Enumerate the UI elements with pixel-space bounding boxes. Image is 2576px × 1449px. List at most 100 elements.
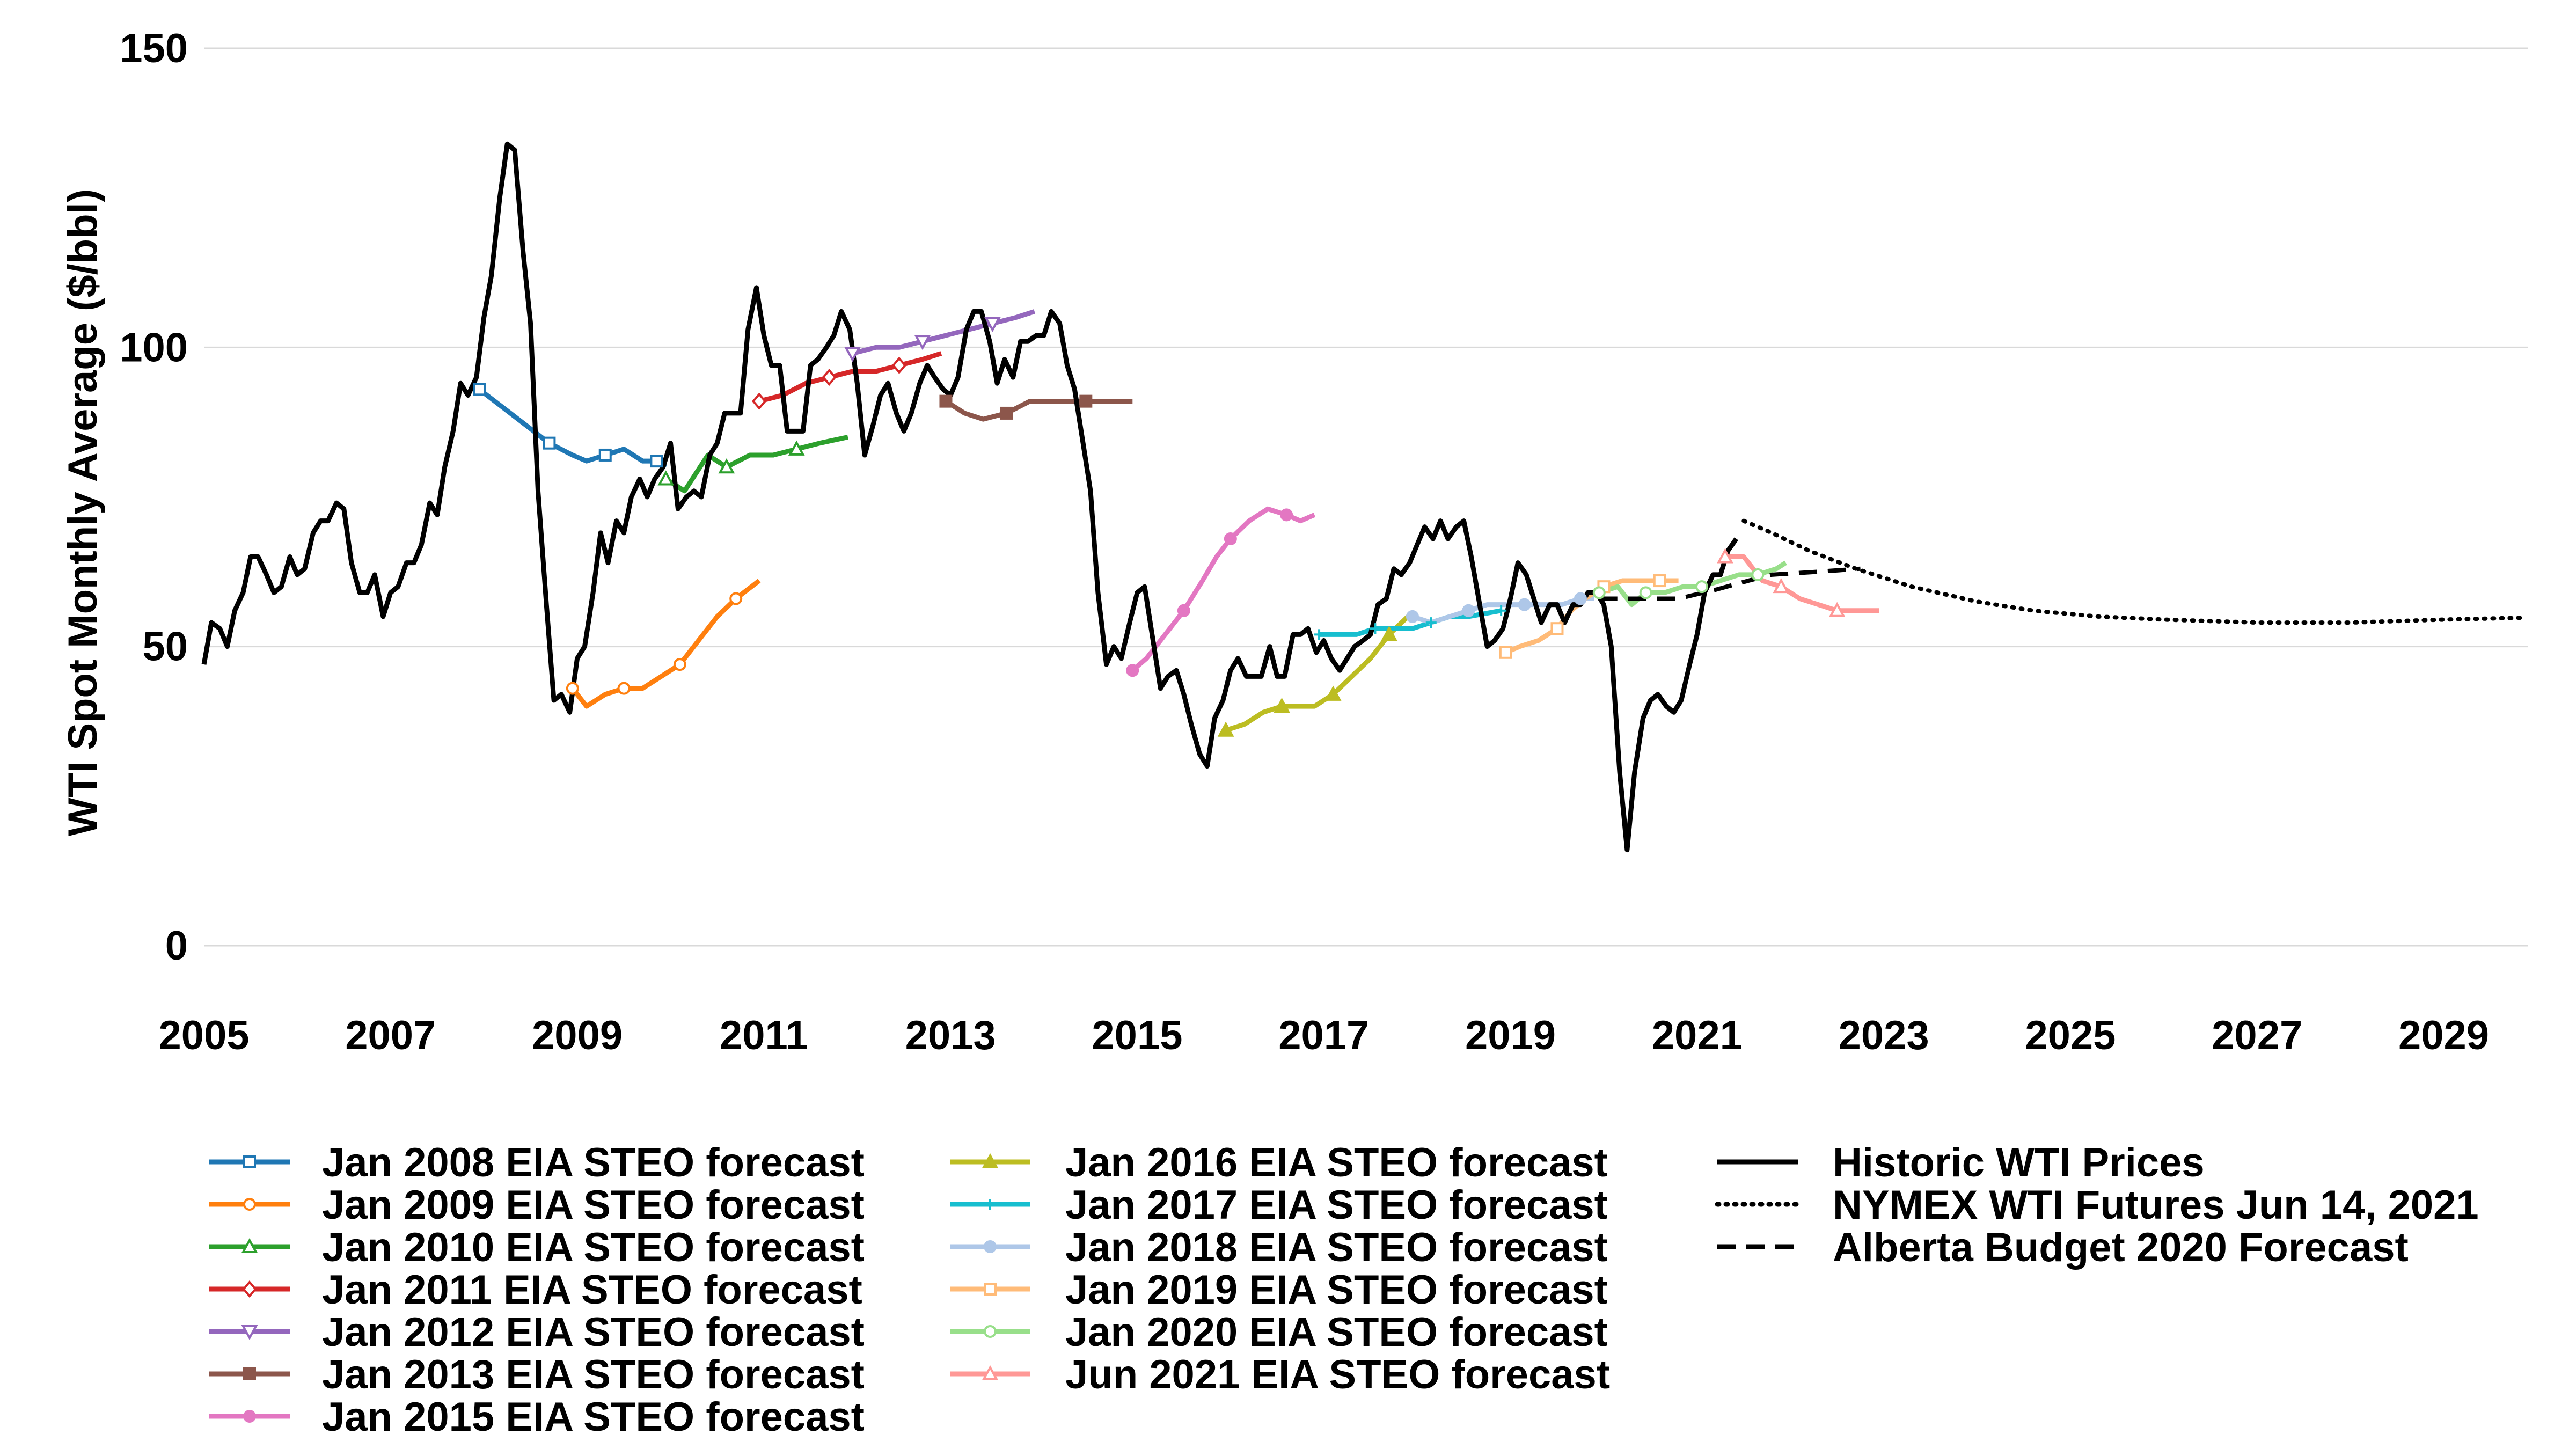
x-axis-ticks: 2005 2007 2009 2011 2013 2015 2017 2019 2021 2023…	[158, 1013, 2489, 1058]
legend-label: Jun 2021 EIA STEO forecast	[1065, 1352, 1610, 1397]
data-point	[1518, 598, 1531, 611]
data-point	[729, 592, 743, 605]
series-lines	[201, 141, 2526, 853]
series-line	[852, 309, 1036, 356]
data-point	[241, 1325, 258, 1341]
x-tick-label: 2005	[158, 1013, 249, 1058]
gridlines	[204, 47, 2528, 947]
data-point	[1717, 548, 1733, 564]
data-point	[982, 1153, 999, 1168]
data-point	[984, 1283, 997, 1296]
data-point	[939, 394, 953, 408]
data-point	[788, 440, 805, 456]
data-point	[1406, 610, 1419, 623]
data-point	[1639, 586, 1652, 599]
x-tick-label: 2011	[720, 1013, 808, 1058]
legend-label: Jan 2009 EIA STEO forecast	[322, 1182, 865, 1228]
legend-label: Historic WTI Prices	[1833, 1140, 2205, 1185]
series-line	[664, 435, 848, 494]
y-axis-ticks: 0 50 100 150	[120, 26, 188, 969]
series-line	[1741, 518, 2526, 625]
x-tick-label: 2019	[1465, 1013, 1556, 1058]
data-point	[617, 682, 631, 695]
x-tick-label: 2017	[1278, 1013, 1369, 1058]
series-line	[1599, 566, 1861, 601]
data-point	[914, 335, 931, 350]
legend-label: Jan 2018 EIA STEO forecast	[1065, 1225, 1608, 1270]
series-line	[1225, 614, 1410, 733]
data-point	[1000, 406, 1013, 420]
series-line	[478, 387, 668, 470]
data-point	[243, 1367, 256, 1380]
y-tick-label: 150	[120, 26, 188, 71]
legend-label: Jan 2017 EIA STEO forecast	[1065, 1182, 1608, 1228]
x-tick-label: 2015	[1092, 1013, 1182, 1058]
y-tick-label: 50	[142, 624, 188, 670]
series-line	[570, 579, 761, 709]
data-point	[657, 470, 675, 486]
legend-label: NYMEX WTI Futures Jun 14, 2021	[1833, 1182, 2479, 1228]
data-point	[472, 383, 486, 396]
legend-label: Alberta Budget 2020 Forecast	[1833, 1225, 2409, 1270]
legend-label: Jan 2020 EIA STEO forecast	[1065, 1309, 1608, 1355]
x-tick-label: 2027	[2212, 1013, 2302, 1058]
data-point	[985, 1199, 996, 1210]
x-tick-label: 2021	[1652, 1013, 1743, 1058]
data-point	[243, 1410, 256, 1423]
data-point	[1381, 626, 1397, 641]
data-point	[1177, 604, 1190, 617]
data-point	[891, 356, 907, 374]
legend-label: Jan 2016 EIA STEO forecast	[1065, 1140, 1608, 1185]
y-axis-title: WTI Spot Monthly Average ($/bbl)	[60, 189, 106, 836]
series-markers	[472, 317, 1846, 737]
data-point	[543, 436, 556, 450]
data-point	[1751, 568, 1765, 581]
data-point	[1828, 602, 1846, 617]
data-point	[984, 317, 1001, 332]
data-point	[1274, 697, 1290, 713]
data-point	[822, 368, 837, 386]
y-tick-label: 100	[120, 325, 188, 370]
data-point	[243, 1155, 256, 1168]
x-tick-label: 2009	[532, 1013, 623, 1058]
data-point	[1773, 578, 1790, 594]
x-tick-label: 2013	[905, 1013, 996, 1058]
legend-label: Jan 2015 EIA STEO forecast	[322, 1394, 865, 1440]
series-line	[201, 141, 1739, 853]
data-point	[1592, 586, 1606, 599]
data-point	[1496, 605, 1507, 616]
x-tick-label: 2029	[2398, 1013, 2489, 1058]
data-point	[650, 455, 663, 468]
data-point	[1314, 629, 1325, 640]
legend-label: Jan 2013 EIA STEO forecast	[322, 1352, 865, 1397]
data-point	[1126, 664, 1139, 677]
data-point	[752, 392, 767, 410]
x-tick-label: 2007	[345, 1013, 436, 1058]
data-point	[982, 1365, 999, 1380]
legend-label: Jan 2011 EIA STEO forecast	[322, 1267, 862, 1313]
series-line	[945, 399, 1133, 422]
data-point	[1462, 604, 1475, 617]
data-point	[673, 658, 686, 671]
data-point	[243, 1198, 256, 1211]
data-point	[1370, 623, 1381, 634]
data-point	[1425, 617, 1437, 628]
data-point	[718, 458, 735, 474]
data-point	[598, 448, 612, 462]
legend-label: Jan 2019 EIA STEO forecast	[1065, 1267, 1608, 1313]
data-point	[566, 682, 579, 695]
legend-label: Jan 2010 EIA STEO forecast	[322, 1225, 865, 1270]
series-line	[1319, 608, 1502, 637]
series-line	[758, 351, 942, 404]
series-line	[1411, 596, 1594, 625]
data-point	[1499, 646, 1512, 659]
data-point	[1574, 592, 1587, 605]
data-point	[1280, 508, 1293, 522]
legend-label: Jan 2008 EIA STEO forecast	[322, 1140, 865, 1185]
data-point	[1550, 622, 1564, 635]
y-tick-label: 0	[165, 923, 188, 969]
legend-label: Jan 2012 EIA STEO forecast	[322, 1309, 865, 1355]
data-point	[1079, 394, 1093, 408]
